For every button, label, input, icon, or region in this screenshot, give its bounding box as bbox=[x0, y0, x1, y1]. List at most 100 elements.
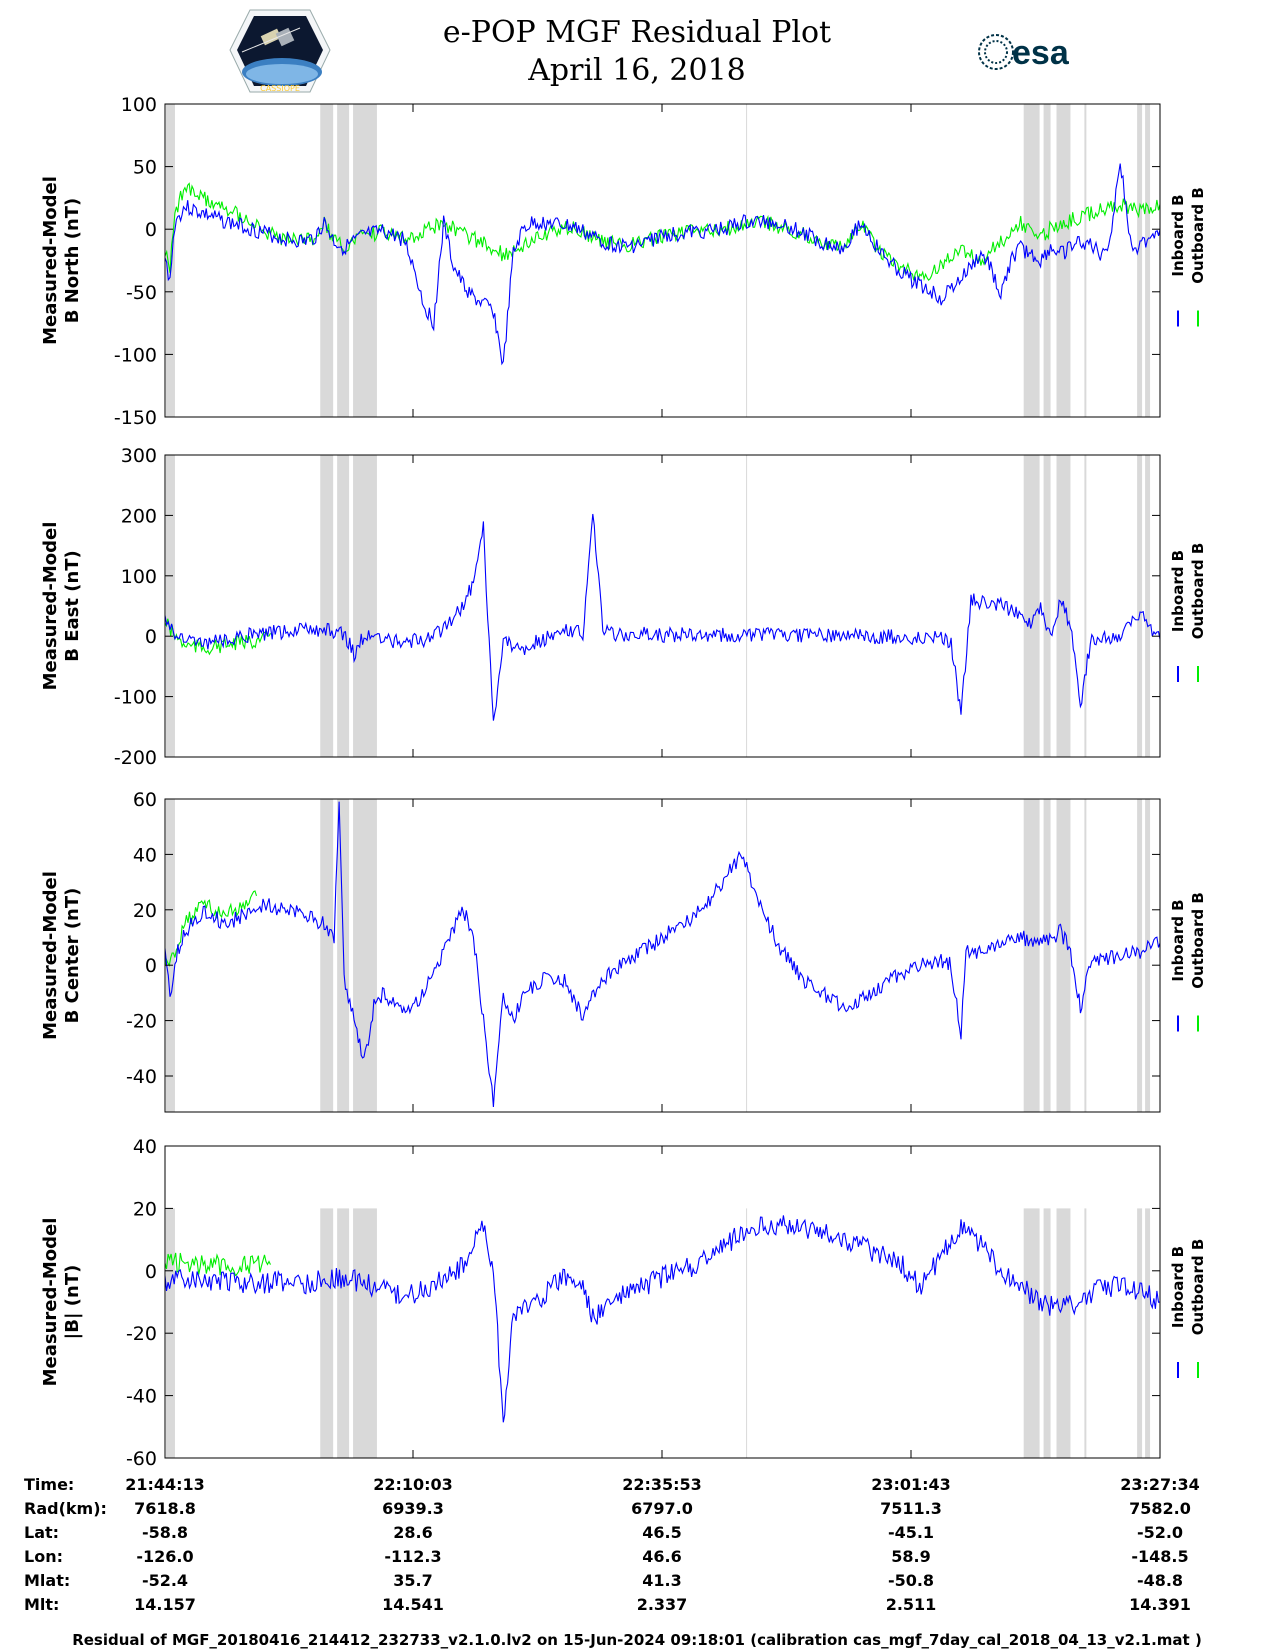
gap-band bbox=[337, 1208, 350, 1458]
inboard-b-series-line bbox=[165, 513, 1160, 721]
y-tick-label: -40 bbox=[126, 1066, 157, 1088]
legend-label-outboard: Outboard B bbox=[1189, 543, 1207, 640]
gap-band bbox=[1043, 455, 1051, 757]
panel-4: 40 20 0 -20 -40 -60 Measured-Model|B| (nT) Inbo… bbox=[40, 1136, 1207, 1470]
gap-band bbox=[746, 799, 748, 1112]
gap-band bbox=[337, 104, 350, 417]
table-cell: 7582.0 bbox=[1129, 1499, 1191, 1518]
legend-label-inboard: Inboard B bbox=[1169, 1246, 1187, 1328]
table-cell: -48.8 bbox=[1137, 1571, 1183, 1590]
chart-date: April 16, 2018 bbox=[527, 53, 746, 88]
gap-band bbox=[1056, 1208, 1071, 1458]
legend-label-inboard: Inboard B bbox=[1169, 899, 1187, 981]
table-cell: -58.8 bbox=[142, 1523, 188, 1542]
y-tick-label: -100 bbox=[114, 344, 157, 366]
inboard-b-series-line bbox=[165, 801, 1160, 1108]
panel-1: 100 50 0 -50 -100 -150 Measured-ModelB North (… bbox=[40, 94, 1207, 429]
legend-label-inboard: Inboard B bbox=[1169, 194, 1187, 276]
y-tick-label: 20 bbox=[133, 1198, 157, 1220]
table-cell: 14.157 bbox=[134, 1595, 196, 1614]
table-cell: 6797.0 bbox=[631, 1499, 693, 1518]
legend-label-outboard: Outboard B bbox=[1189, 1239, 1207, 1336]
outboard-b-series-line bbox=[165, 182, 1160, 282]
y-axis-label: Measured-ModelB Center (nT) bbox=[40, 871, 83, 1040]
table-cell: 46.6 bbox=[642, 1547, 681, 1566]
y-tick-label: -200 bbox=[114, 747, 157, 769]
gap-band bbox=[1145, 455, 1151, 757]
gap-band bbox=[353, 455, 377, 757]
table-cell: 22:35:53 bbox=[622, 1475, 702, 1494]
legend-label-outboard: Outboard B bbox=[1189, 892, 1207, 989]
data-gap-bands bbox=[165, 1208, 1151, 1458]
table-cell: 58.9 bbox=[891, 1547, 930, 1566]
gap-band bbox=[1084, 104, 1087, 417]
table-cell: 6939.3 bbox=[382, 1499, 444, 1518]
table-cell: 28.6 bbox=[393, 1523, 432, 1542]
gap-band bbox=[1056, 104, 1071, 417]
legend: Inboard B Outboard B bbox=[1169, 543, 1207, 682]
y-tick-label: 40 bbox=[133, 1136, 157, 1158]
y-axis-label: Measured-ModelB East (nT) bbox=[40, 522, 83, 691]
gap-band bbox=[1137, 455, 1143, 757]
y-tick-label: -150 bbox=[114, 407, 157, 429]
y-tick-label: 100 bbox=[121, 94, 157, 116]
gap-band bbox=[320, 104, 334, 417]
table-cell: 2.511 bbox=[886, 1595, 937, 1614]
gap-band bbox=[320, 1208, 334, 1458]
gap-band bbox=[1043, 799, 1051, 1112]
table-cell: 23:27:34 bbox=[1120, 1475, 1200, 1494]
footer-caption: Residual of MGF_20180416_214412_232733_v… bbox=[72, 1631, 1202, 1649]
ephemeris-table: Time: Rad(km): Lat: Lon: Mlat: Mlt: 21:44:13 7… bbox=[24, 1475, 1200, 1614]
table-cell: 14.541 bbox=[382, 1595, 444, 1614]
panel-3: 60 40 20 0 -20 -40 Measured-ModelB Center (nT)… bbox=[40, 789, 1207, 1113]
y-tick-label: -20 bbox=[126, 1323, 157, 1345]
outboard-b-series-line bbox=[165, 1252, 271, 1277]
y-tick-label: -100 bbox=[114, 687, 157, 709]
table-row-label: Rad(km): bbox=[24, 1499, 107, 1518]
gap-band bbox=[1084, 455, 1087, 757]
gap-band bbox=[1084, 1208, 1087, 1458]
y-tick-label: -20 bbox=[126, 1011, 157, 1033]
gap-band bbox=[320, 455, 334, 757]
legend: Inboard B Outboard B bbox=[1169, 1239, 1207, 1378]
table-cell: 21:44:13 bbox=[125, 1475, 205, 1494]
gap-band bbox=[746, 455, 748, 757]
y-axis-label: Measured-ModelB North (nT) bbox=[40, 176, 83, 345]
y-tick-label: 0 bbox=[145, 955, 157, 977]
x-axis-major-ticks bbox=[164, 104, 1161, 1458]
esa-lettering: esa bbox=[1012, 34, 1070, 72]
table-cell: 2.337 bbox=[637, 1595, 688, 1614]
table-cell: 35.7 bbox=[393, 1571, 432, 1590]
legend-label-inboard: Inboard B bbox=[1169, 550, 1187, 632]
table-cell: -52.0 bbox=[1137, 1523, 1183, 1542]
table-cell: 46.5 bbox=[642, 1523, 681, 1542]
data-gap-bands bbox=[165, 104, 1151, 417]
legend: Inboard B Outboard B bbox=[1169, 187, 1207, 327]
outboard-b-series-line bbox=[165, 890, 258, 967]
gap-band bbox=[353, 799, 377, 1112]
table-cell: 7618.8 bbox=[134, 1499, 196, 1518]
table-cell: 41.3 bbox=[642, 1571, 681, 1590]
table-cell: -45.1 bbox=[888, 1523, 934, 1542]
gap-band bbox=[1023, 104, 1040, 417]
gap-band bbox=[1043, 1208, 1051, 1458]
y-tick-label: 0 bbox=[145, 1261, 157, 1283]
plot-frame bbox=[164, 1145, 1161, 1459]
gap-band bbox=[165, 799, 175, 1112]
panel-2: 300 200 100 0 -100 -200 Measured-ModelB East (… bbox=[40, 445, 1207, 769]
gap-band bbox=[1137, 1208, 1143, 1458]
table-row-label: Lon: bbox=[24, 1547, 63, 1566]
gap-band bbox=[1145, 104, 1151, 417]
y-tick-label: 50 bbox=[133, 157, 157, 179]
gap-band bbox=[1137, 104, 1143, 417]
y-tick-label: 300 bbox=[121, 445, 157, 467]
gap-band bbox=[1023, 455, 1040, 757]
y-tick-label: 0 bbox=[145, 219, 157, 241]
y-tick-label: 0 bbox=[145, 626, 157, 648]
table-row-label: Mlt: bbox=[24, 1595, 59, 1614]
y-tick-label: -50 bbox=[126, 282, 157, 304]
gap-band bbox=[1023, 799, 1040, 1112]
gap-band bbox=[1145, 799, 1151, 1112]
table-row-label: Mlat: bbox=[24, 1571, 70, 1590]
